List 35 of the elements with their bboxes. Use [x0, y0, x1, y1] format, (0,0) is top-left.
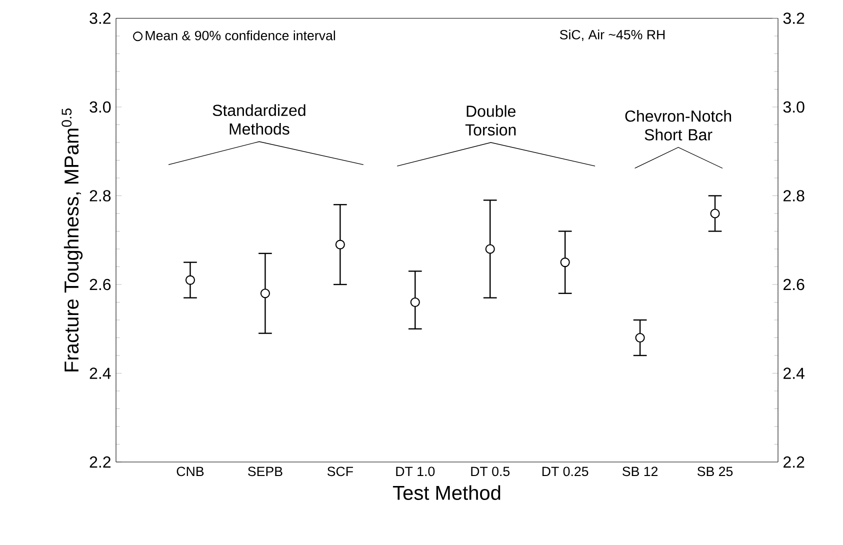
legend-label: Mean & 90% confidence interval [146, 30, 336, 40]
y2-tick-label: 3.0 [783, 101, 804, 113]
x-tick-label: DT 0.5 [471, 466, 510, 476]
point [260, 288, 270, 298]
annotation: Standardized Methods [212, 104, 306, 135]
annotation: Chevron-Notch Short Bar [625, 110, 732, 140]
y-axis-title: Fracture Toughness, MPam$^{0.5}$ [62, 108, 83, 372]
point [335, 240, 345, 250]
y2-tick-label: 2.4 [784, 368, 804, 379]
y-tick-label: 2.8 [90, 190, 111, 202]
y2-tick-label: 2.2 [784, 456, 804, 468]
point [635, 332, 645, 343]
y-tick-label: 3.2 [90, 12, 110, 24]
y-tick-label: 2.2 [90, 456, 110, 468]
y2-tick-label: 3.2 [783, 12, 804, 24]
point [710, 208, 720, 218]
point [410, 297, 420, 308]
x-tick-label: DT 1.0 [396, 466, 435, 476]
y-tick-label: 2.4 [90, 368, 111, 379]
x-tick-label: SCF [327, 466, 353, 476]
x-axis-title: Test Method [392, 485, 500, 500]
point [560, 258, 570, 268]
x-tick-label: CNB [176, 466, 204, 476]
point [485, 244, 495, 254]
y2-tick-label: 2.6 [784, 278, 804, 290]
x-tick-label: SB 12 [622, 466, 658, 476]
y-tick-label: 3.0 [90, 101, 111, 113]
x-tick-label: SB 25 [697, 466, 733, 476]
annotation: SiC, Air ~45% RH [560, 30, 665, 41]
annotation: Double Torsion [465, 105, 516, 136]
point [185, 275, 196, 285]
y-tick-label: 2.6 [90, 278, 111, 290]
x-tick-label: SEPB [248, 466, 282, 476]
x-tick-label: DT 0.25 [542, 466, 588, 476]
y2-tick-label: 2.8 [784, 190, 804, 202]
